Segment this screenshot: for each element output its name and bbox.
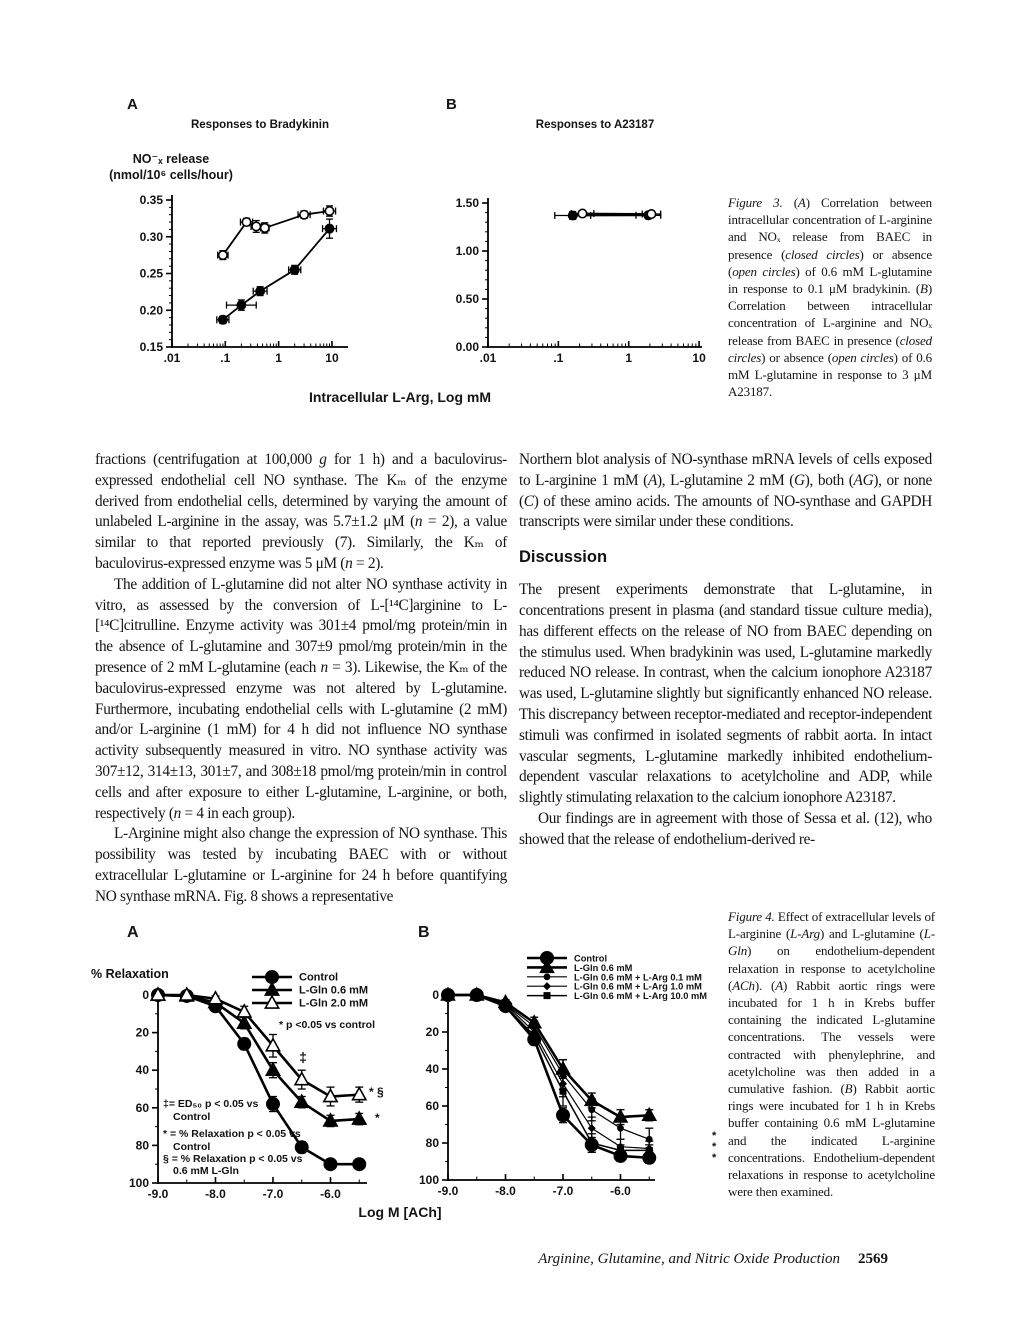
svg-text:0: 0 [142, 988, 149, 1002]
right-column: Northern blot analysis of NO-synthase mR… [519, 450, 932, 851]
svg-text:‡= ED₅₀ p < 0.05 vs: ‡= ED₅₀ p < 0.05 vs [163, 1098, 259, 1110]
svg-text:§ = % Relaxation p < 0.05 vs: § = % Relaxation p < 0.05 vs [163, 1153, 303, 1165]
figure3-panel-b-title: Responses to A23187 [535, 119, 655, 131]
figure3-y-axis-label-line2: (nmol/10⁶ cells/hour) [109, 167, 233, 182]
svg-text:‡: ‡ [299, 1049, 307, 1065]
svg-text:0.35: 0.35 [140, 193, 164, 207]
paragraph: Our findings are in agreement with those… [519, 809, 932, 848]
figure4-panel-a-label: A [127, 924, 139, 941]
figure4-x-axis-label: Log M [ACh] [358, 1204, 442, 1220]
svg-text:1: 1 [625, 351, 632, 365]
discussion-heading: Discussion [519, 548, 608, 567]
figure3-panel-a-title: Responses to Bradykinin [190, 119, 330, 131]
svg-text:10: 10 [325, 351, 339, 365]
svg-text:.1: .1 [553, 351, 563, 365]
svg-text:.1: .1 [220, 351, 230, 365]
paragraph: Northern blot analysis of NO-synthase mR… [519, 451, 933, 531]
svg-text:*: * [712, 1152, 717, 1164]
figure4-panel-b-label: B [418, 924, 430, 941]
paragraph: The present experiments demonstrate that… [519, 581, 932, 807]
svg-text:0.25: 0.25 [140, 267, 164, 281]
svg-text:-9.0: -9.0 [438, 1184, 459, 1198]
svg-text:L-Gln 2.0 mM: L-Gln 2.0 mM [299, 998, 368, 1010]
svg-text:L-Gln 0.6 mM + L-Arg 1.0 mM: L-Gln 0.6 mM + L-Arg 1.0 mM [574, 982, 702, 992]
svg-text:0.20: 0.20 [140, 303, 164, 317]
running-title: Arginine, Glutamine, and Nitric Oxide Pr… [538, 1251, 840, 1267]
svg-text:0.6 mM L-Gln: 0.6 mM L-Gln [173, 1165, 239, 1177]
svg-text:0.30: 0.30 [140, 230, 164, 244]
figure3-panel-b-chart: 0.00 0.50 1.00 1.50 .01 .1 1 10 [456, 196, 706, 365]
figure3-panel-a-chart: 0.15 0.20 0.25 0.30 0.35 .01 .1 1 10 [140, 193, 348, 365]
svg-text:0.50: 0.50 [456, 292, 480, 306]
svg-text:.01: .01 [480, 351, 497, 365]
svg-text:10: 10 [692, 351, 706, 365]
svg-text:80: 80 [136, 1138, 150, 1152]
svg-text:1.50: 1.50 [456, 196, 480, 210]
paragraph: The addition of L-glutamine did not alte… [95, 575, 508, 822]
svg-text:-6.0: -6.0 [610, 1184, 631, 1198]
left-column: fractions (centrifugation at 100,000 g f… [95, 450, 507, 908]
svg-text:% Relaxation: % Relaxation [91, 967, 169, 981]
figure3-y-axis-label-line1: NO⁻ₓ release [132, 152, 210, 166]
page-number: 2569 [858, 1251, 888, 1267]
svg-text:60: 60 [136, 1101, 150, 1115]
svg-text:Control: Control [173, 1111, 210, 1123]
svg-text:20: 20 [136, 1026, 150, 1040]
svg-text:60: 60 [426, 1099, 440, 1113]
svg-text:40: 40 [136, 1063, 150, 1077]
svg-text:* §: * § [369, 1085, 384, 1099]
svg-text:*: * [712, 1141, 717, 1153]
svg-text:* p <0.05 vs control: * p <0.05 vs control [279, 1019, 375, 1031]
svg-text:L-Gln 0.6 mM + L-Arg 10.0 mM: L-Gln 0.6 mM + L-Arg 10.0 mM [574, 991, 707, 1001]
figure3-y-axis-label: NO⁻ₓ release (nmol/10⁶ cells/hour) [95, 152, 247, 183]
svg-text:L-Gln 0.6 mM: L-Gln 0.6 mM [299, 985, 368, 997]
svg-text:* = % Relaxation p < 0.05 vs: * = % Relaxation p < 0.05 vs [163, 1128, 301, 1140]
svg-text:100: 100 [419, 1173, 439, 1187]
figure3-caption: Figure 3. (A) Correlation between intrac… [728, 195, 933, 400]
paragraph: fractions (centrifugation at 100,000 g f… [95, 451, 507, 572]
svg-text:Control: Control [574, 954, 607, 964]
figure3-panel-a-label: A [127, 96, 138, 113]
svg-text:Control: Control [173, 1141, 210, 1153]
svg-text:0.00: 0.00 [456, 340, 480, 354]
svg-text:-6.0: -6.0 [320, 1187, 341, 1201]
svg-text:*: * [375, 1111, 380, 1125]
svg-text:100: 100 [129, 1176, 149, 1190]
svg-text:.01: .01 [164, 351, 181, 365]
svg-text:-8.0: -8.0 [205, 1187, 226, 1201]
svg-text:20: 20 [426, 1025, 440, 1039]
svg-text:80: 80 [426, 1136, 440, 1150]
svg-text:-7.0: -7.0 [553, 1184, 574, 1198]
figure3-panel-b-label: B [446, 96, 457, 113]
svg-text:L-Gln 0.6 mM + L-Arg 0.1 mM: L-Gln 0.6 mM + L-Arg 0.1 mM [574, 972, 702, 982]
svg-text:Control: Control [299, 972, 338, 984]
svg-text:-9.0: -9.0 [148, 1187, 169, 1201]
svg-text:*: * [712, 1130, 717, 1142]
figure4-caption: Figure 4. Effect of extracellular levels… [728, 909, 935, 1200]
svg-text:1: 1 [275, 351, 282, 365]
page-footer: Arginine, Glutamine, and Nitric Oxide Pr… [520, 1250, 888, 1268]
svg-text:0: 0 [432, 988, 439, 1002]
svg-text:40: 40 [426, 1062, 440, 1076]
paragraph: L-Arginine might also change the express… [95, 825, 507, 905]
svg-text:L-Gln 0.6 mM: L-Gln 0.6 mM [574, 963, 633, 973]
svg-text:1.00: 1.00 [456, 244, 480, 258]
figure3-x-axis-label: Intracellular L-Arg, Log mM [308, 389, 491, 405]
svg-text:-7.0: -7.0 [263, 1187, 284, 1201]
svg-text:-8.0: -8.0 [495, 1184, 516, 1198]
svg-text:0.15: 0.15 [140, 340, 164, 354]
